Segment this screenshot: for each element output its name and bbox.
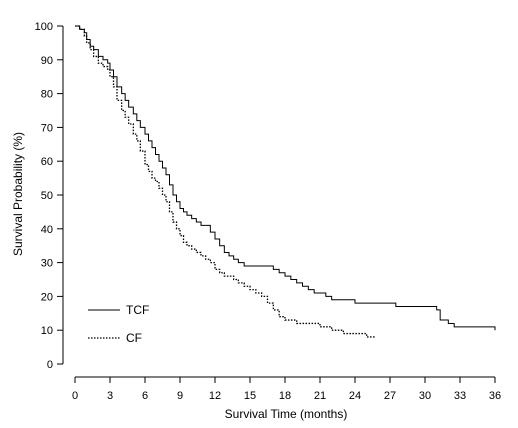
x-tick-label: 33 <box>454 390 466 402</box>
x-ticks: 0 3 6 9 12 15 18 21 24 27 30 33 36 <box>72 377 501 402</box>
x-tick-label: 12 <box>209 390 221 402</box>
y-axis: 0 10 20 30 40 50 60 70 80 90 100 <box>35 21 64 371</box>
y-tick-label: 90 <box>41 55 53 67</box>
series-layer <box>75 25 496 338</box>
y-tick-label: 10 <box>41 325 53 337</box>
y-tick-label: 70 <box>41 122 53 134</box>
y-tick-label: 100 <box>35 21 53 33</box>
x-tick-label: 36 <box>489 390 501 402</box>
x-tick-label: 18 <box>279 390 291 402</box>
y-tick-label: 80 <box>41 89 53 101</box>
y-axis-title: Survival Probability (%) <box>11 132 25 256</box>
y-tick-label: 40 <box>41 224 53 236</box>
y-tick-label: 50 <box>41 190 53 202</box>
series-line-tcf <box>75 25 496 331</box>
series-line-cf <box>75 25 375 338</box>
x-tick-label: 3 <box>107 390 113 402</box>
x-tick-label: 0 <box>72 390 78 402</box>
x-tick-label: 9 <box>177 390 183 402</box>
y-tick-label: 60 <box>41 156 53 168</box>
x-tick-label: 6 <box>142 390 148 402</box>
y-ticks: 0 10 20 30 40 50 60 70 80 90 100 <box>35 21 63 371</box>
legend-label-cf: CF <box>126 331 142 345</box>
y-tick-label: 0 <box>47 359 53 371</box>
x-tick-label: 30 <box>419 390 431 402</box>
y-tick-label: 20 <box>41 291 53 303</box>
x-tick-label: 24 <box>349 390 361 402</box>
x-tick-label: 27 <box>384 390 396 402</box>
x-axis-title: Survival Time (months) <box>225 407 348 421</box>
x-tick-label: 21 <box>314 390 326 402</box>
legend: TCF CF <box>88 303 149 345</box>
y-tick-label: 30 <box>41 258 53 270</box>
x-tick-label: 15 <box>244 390 256 402</box>
legend-label-tcf: TCF <box>126 303 149 317</box>
x-axis: 0 3 6 9 12 15 18 21 24 27 30 33 36 <box>72 376 501 402</box>
